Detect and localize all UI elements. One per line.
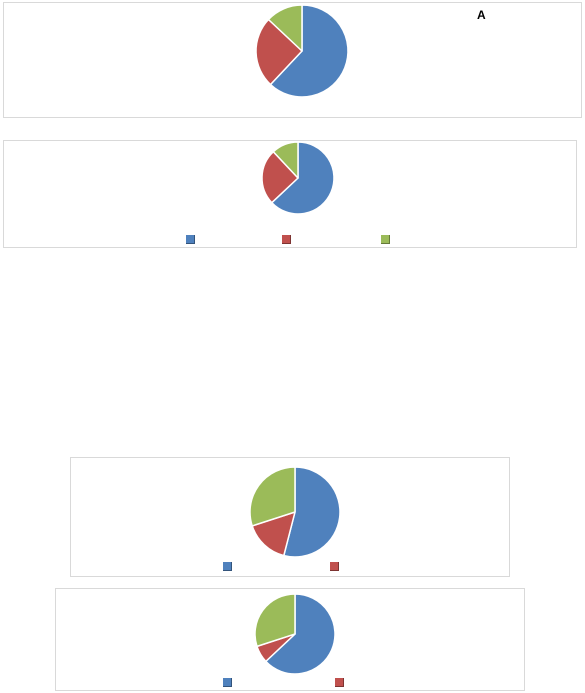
chart-3-legend-swatch-2: [330, 562, 339, 571]
chart-2-legend-swatch-1: [186, 235, 195, 244]
chart-1-slice-3: [267, 4, 303, 52]
chart-1-slice-2: [255, 18, 303, 86]
chart-1-slice-1: [269, 4, 349, 98]
chart-2-legend-swatch-3: [381, 235, 390, 244]
chart-2-slice-2: [261, 151, 299, 204]
chart-4-legend-swatch-1: [223, 678, 232, 687]
chart-4-slice-3: [254, 593, 296, 648]
chart-4-slice-1: [265, 593, 336, 675]
chart-2-pie: [261, 141, 335, 215]
chart-3-frame: [70, 457, 510, 577]
chart-4-legend-swatch-2: [335, 678, 344, 687]
panel-label: A: [477, 8, 486, 22]
chart-1-frame: A: [3, 2, 582, 118]
chart-2-slice-1: [271, 141, 335, 215]
chart-4-pie: [254, 593, 336, 675]
chart-2-slice-3: [272, 141, 299, 179]
chart-3-slice-3: [249, 466, 296, 527]
chart-2-frame: [3, 140, 577, 248]
chart-3-pie: [249, 466, 341, 558]
chart-4-frame: [55, 588, 525, 691]
chart-3-legend-swatch-1: [223, 562, 232, 571]
chart-1-pie: [255, 4, 349, 98]
chart-2-legend-swatch-2: [282, 235, 291, 244]
chart-3-slice-1: [283, 466, 341, 558]
